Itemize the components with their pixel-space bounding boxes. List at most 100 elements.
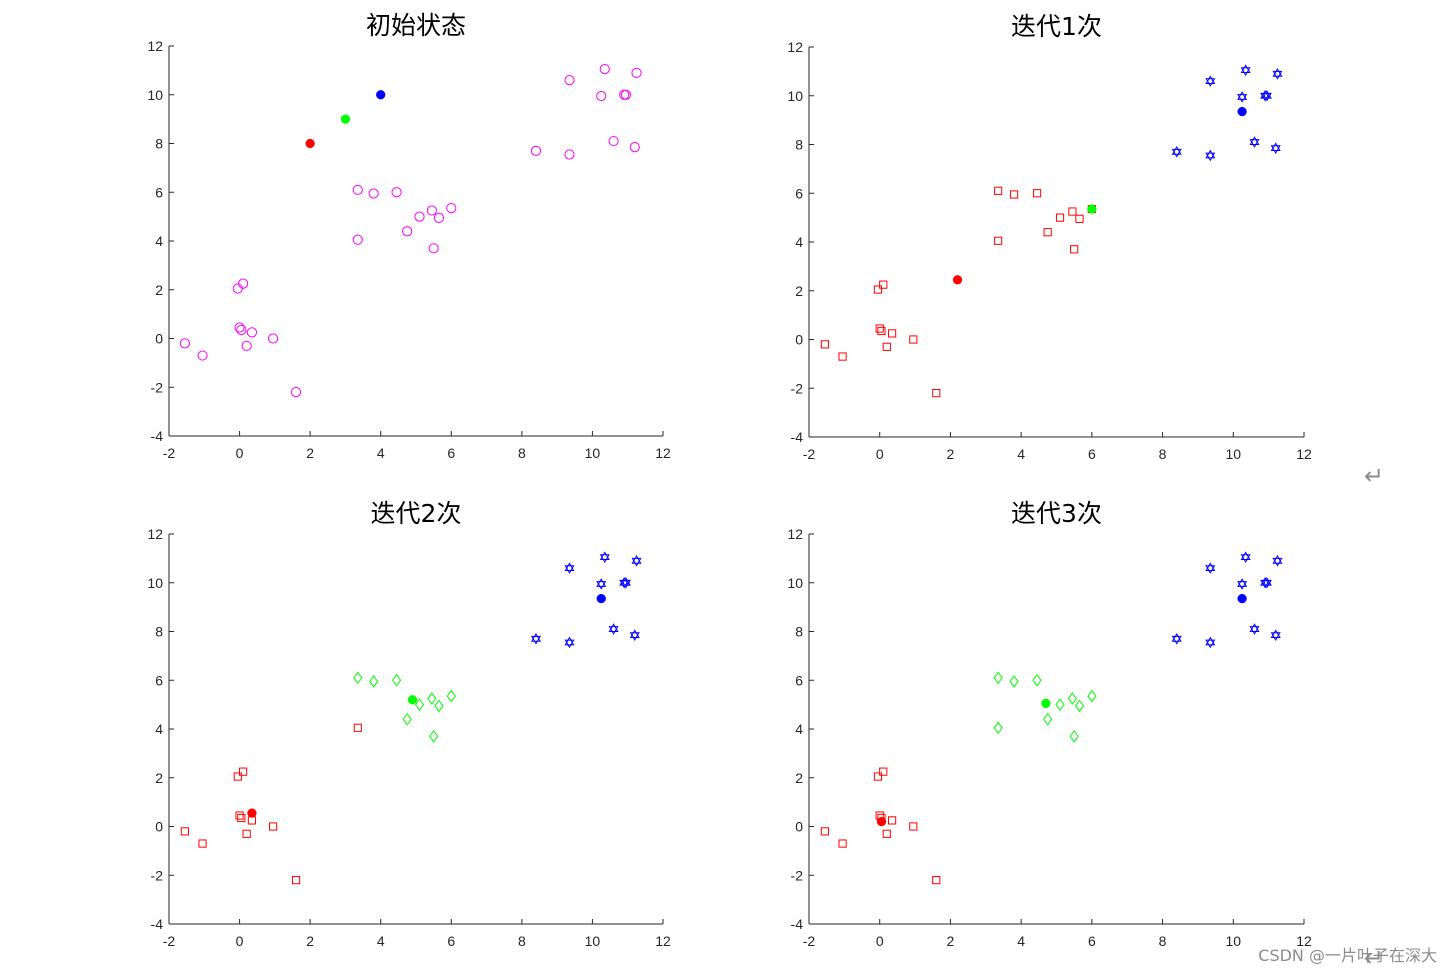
y-tick-label: 6 — [155, 672, 163, 688]
circle-open-point-magenta — [267, 333, 279, 344]
square-open-point-red — [353, 723, 362, 732]
y-tick-label: 0 — [795, 819, 803, 835]
diamond-open-point-green — [1087, 689, 1097, 703]
x-tick-label: -2 — [163, 445, 176, 461]
circle-open-point-magenta — [631, 67, 642, 78]
filled-dot-point-blue — [1237, 593, 1247, 604]
circle-open-point-magenta — [426, 205, 437, 216]
y-tick-label: 12 — [147, 38, 163, 54]
hexagram-point-blue — [1272, 68, 1283, 80]
circle-open-point-magenta — [530, 145, 542, 156]
circle-open-point-magenta — [402, 226, 413, 237]
x-tick-label: 12 — [1296, 933, 1312, 949]
x-tick-label: 8 — [1159, 446, 1167, 462]
x-tick-label: 4 — [1017, 933, 1025, 949]
square-open-point-red — [932, 876, 941, 885]
y-tick-label: -2 — [791, 867, 804, 883]
hexagram-point-blue — [564, 636, 575, 649]
hexagram-point-blue — [1205, 149, 1216, 162]
x-tick-label: 0 — [236, 445, 244, 461]
y-tick-label: 12 — [787, 39, 803, 55]
y-tick-label: 2 — [795, 283, 803, 299]
square-open-point-red — [1070, 245, 1079, 254]
hexagram-point-blue — [599, 551, 610, 563]
hexagram-point-blue — [1270, 142, 1281, 154]
square-open-point-red — [875, 324, 884, 333]
hexagram-point-blue — [1249, 623, 1260, 635]
x-tick-label: 6 — [447, 933, 455, 949]
diamond-open-point-green — [1055, 698, 1065, 711]
hexagram-point-blue — [1240, 551, 1251, 563]
hexagram-point-blue — [1240, 64, 1251, 76]
filled-dot-point-green — [340, 114, 351, 124]
square-open-point-red — [882, 342, 891, 351]
circle-open-point-magenta — [236, 324, 247, 336]
panel-title: 迭代3次 — [1011, 499, 1102, 528]
square-open-point-red — [820, 340, 830, 349]
y-tick-label: 12 — [787, 526, 803, 542]
square-open-point-red — [237, 813, 246, 823]
x-tick-label: 2 — [306, 445, 314, 461]
y-tick-label: 10 — [147, 87, 163, 103]
x-tick-label: 12 — [1296, 446, 1312, 462]
filled-dot-point-blue — [376, 90, 386, 100]
diamond-open-point-green — [402, 712, 412, 726]
y-tick-label: 0 — [155, 819, 163, 835]
hexagram-point-blue — [1261, 89, 1272, 102]
y-tick-label: 2 — [795, 770, 803, 786]
y-tick-label: -4 — [151, 428, 164, 444]
diamond-open-point-green — [1032, 673, 1042, 687]
diamond-open-point-green — [1067, 692, 1078, 705]
csdn-watermark: CSDN @一片叶子在深大 — [1258, 946, 1437, 965]
square-open-point-red — [239, 767, 248, 776]
y-tick-label: 2 — [155, 770, 163, 786]
hexagram-point-blue — [1261, 576, 1272, 589]
circle-open-point-magenta — [391, 187, 402, 198]
hexagram-point-blue — [1171, 146, 1182, 158]
circle-open-point-magenta — [352, 184, 363, 195]
square-open-point-red — [994, 186, 1003, 195]
square-open-point-red — [1068, 207, 1077, 216]
circle-open-point-magenta — [446, 202, 457, 214]
y-tick-label: 6 — [155, 184, 163, 200]
diamond-open-point-green — [993, 671, 1003, 685]
x-tick-label: 0 — [876, 933, 884, 949]
square-open-point-red — [882, 829, 891, 838]
circle-open-point-magenta — [629, 142, 640, 153]
diamond-open-point-green — [353, 671, 363, 685]
diamond-open-point-green — [1074, 699, 1085, 713]
x-tick-label: 6 — [1088, 933, 1096, 949]
circle-open-point-magenta — [564, 75, 575, 86]
x-tick-label: 2 — [947, 446, 955, 462]
filled-dot-point-red — [305, 138, 315, 149]
x-tick-label: 4 — [377, 933, 385, 949]
y-tick-label: 0 — [155, 331, 163, 347]
diamond-open-point-green — [1069, 729, 1079, 743]
x-tick-label: 6 — [1088, 446, 1096, 462]
circle-open-point-magenta — [368, 188, 379, 199]
square-open-point-red — [268, 822, 278, 831]
circle-open-point-magenta — [428, 243, 439, 254]
circle-open-point-magenta — [234, 322, 245, 333]
filled-dot-point-green — [1041, 698, 1051, 709]
y-tick-label: 8 — [155, 136, 163, 152]
diamond-open-point-green — [1043, 712, 1053, 726]
diamond-open-point-green — [993, 721, 1003, 735]
y-tick-label: -4 — [791, 916, 804, 932]
hexagram-point-blue — [1249, 136, 1260, 148]
square-open-point-red — [838, 839, 847, 848]
y-tick-label: 6 — [795, 185, 803, 201]
panel-title: 迭代1次 — [1011, 12, 1102, 41]
filled-dot-point-blue — [596, 593, 606, 604]
hexagram-point-blue — [631, 555, 642, 567]
y-tick-label: 4 — [795, 721, 803, 737]
hexagram-point-blue — [1205, 636, 1216, 649]
hexagram-point-blue — [1171, 633, 1182, 645]
x-tick-label: 10 — [1225, 933, 1241, 949]
diamond-open-point-green — [391, 673, 402, 687]
square-open-point-red — [1009, 190, 1019, 199]
square-open-point-red — [198, 839, 207, 848]
